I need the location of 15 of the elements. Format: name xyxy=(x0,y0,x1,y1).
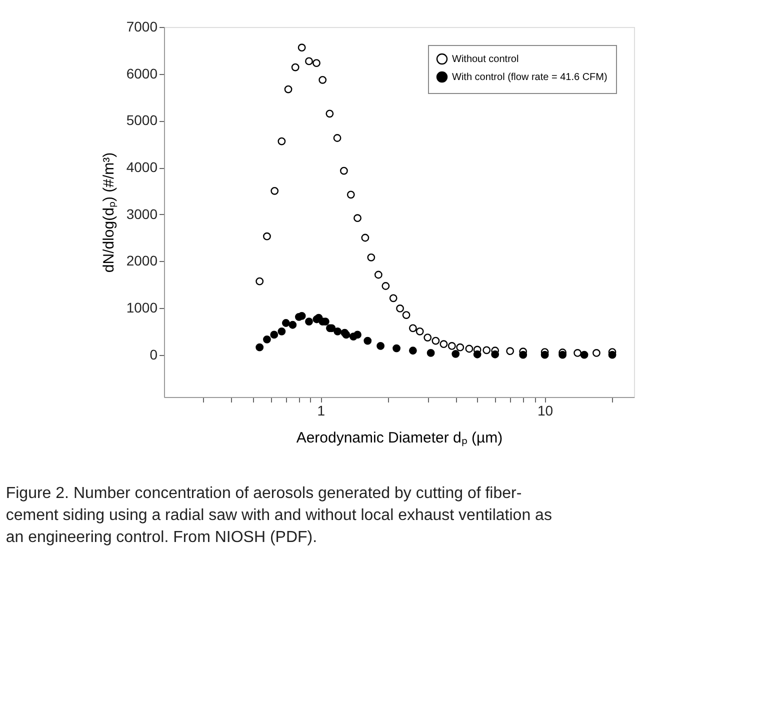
y-tick-label: 2000 xyxy=(126,252,158,269)
caption: Figure 2. Number concentration of aerosols generated by cutting of fiber-cement siding using a radial saw with and without local exhaust ventilation as an engineering control. From NIOSH (PDF). xyxy=(6,485,552,546)
legend-label: Without control xyxy=(452,54,519,65)
x-tick-label: 1 xyxy=(317,402,326,418)
x-axis-title: Aerodynamic Diameter dₚ (µm) xyxy=(296,430,503,446)
y-tick-label: 6000 xyxy=(126,65,158,82)
legend-label: With control (flow rate = 41.6 CFM) xyxy=(452,72,608,83)
y-axis-title: dN/dlog(dₚ) (#/m³) xyxy=(100,152,118,273)
y-tick-label: 1000 xyxy=(126,300,158,316)
y-tick-label: 0 xyxy=(150,346,158,362)
y-tick-label: 5000 xyxy=(126,112,158,128)
y-tick-label: 7000 xyxy=(126,18,158,34)
y-tick-label: 3000 xyxy=(126,206,158,222)
y-tick-label: 4000 xyxy=(126,159,158,176)
x-tick-label: 10 xyxy=(538,402,554,418)
